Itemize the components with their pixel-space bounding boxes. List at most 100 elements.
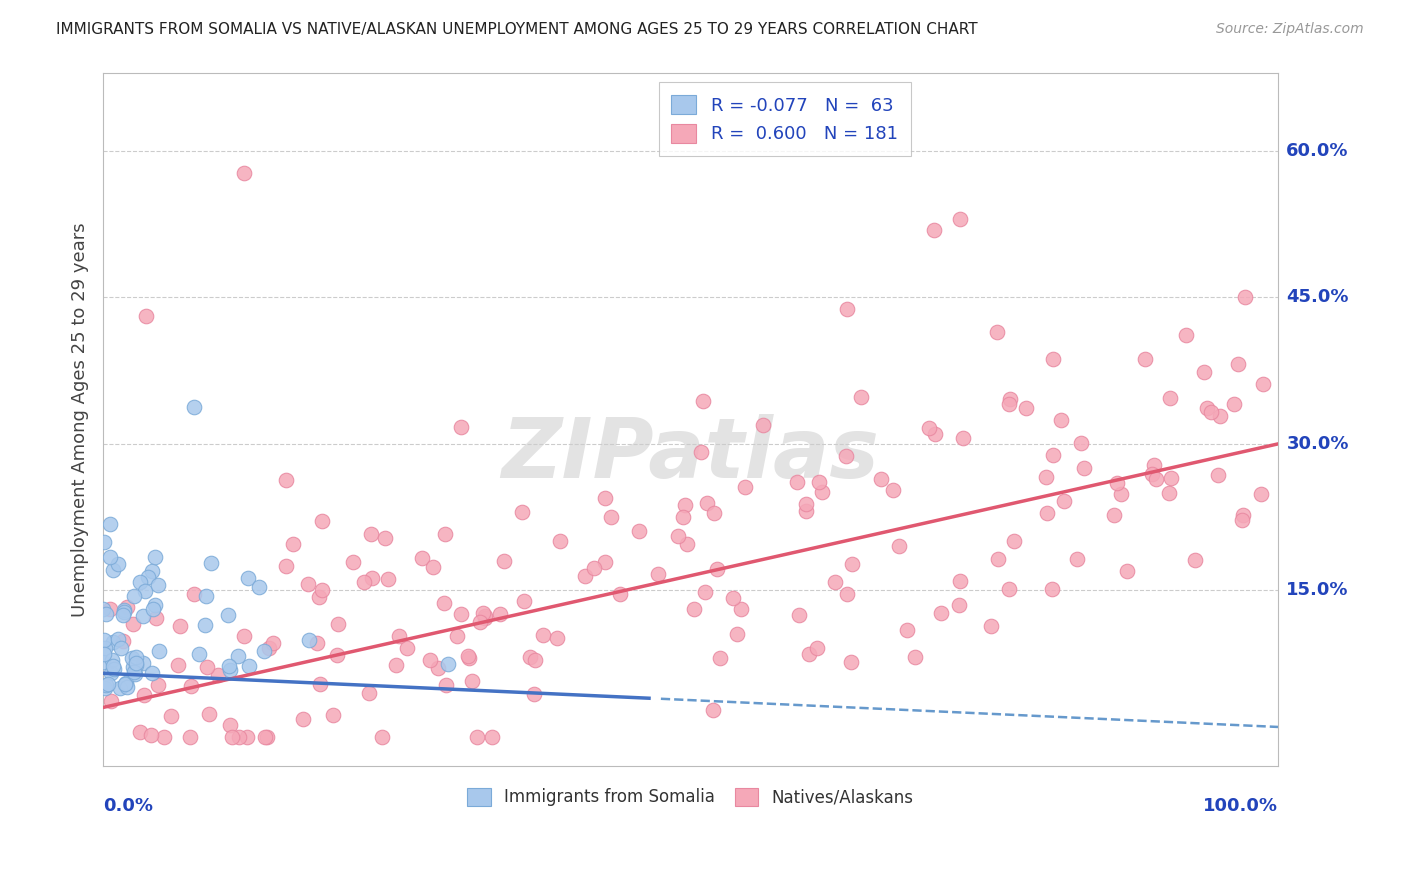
Point	[232, 629, 254, 643]
Point	[422, 560, 444, 574]
Point	[949, 574, 972, 588]
Point	[721, 591, 744, 606]
Point	[702, 703, 724, 717]
Point	[474, 611, 496, 625]
Point	[1140, 467, 1163, 481]
Point	[91, 601, 114, 615]
Point	[198, 706, 221, 721]
Point	[93, 647, 115, 661]
Point	[93, 633, 115, 648]
Point	[1251, 376, 1274, 391]
Point	[1232, 508, 1254, 523]
Point	[582, 561, 605, 575]
Point	[146, 577, 169, 591]
Point	[1160, 471, 1182, 485]
Point	[107, 632, 129, 646]
Point	[510, 505, 533, 519]
Point	[253, 643, 276, 657]
Point	[219, 718, 242, 732]
Point	[218, 663, 240, 677]
Point	[125, 656, 148, 670]
Point	[1035, 470, 1057, 484]
Point	[101, 653, 124, 667]
Point	[794, 497, 817, 511]
Point	[627, 524, 650, 538]
Point	[194, 618, 217, 632]
Legend: Immigrants from Somalia, Natives/Alaskans: Immigrants from Somalia, Natives/Alaskan…	[461, 781, 921, 814]
Point	[124, 665, 146, 679]
Point	[709, 651, 731, 665]
Point	[839, 655, 862, 669]
Point	[112, 605, 135, 619]
Point	[1199, 404, 1222, 418]
Point	[474, 608, 496, 623]
Point	[693, 585, 716, 599]
Point	[257, 640, 280, 655]
Point	[519, 649, 541, 664]
Point	[308, 590, 330, 604]
Point	[188, 647, 211, 661]
Point	[676, 537, 699, 551]
Point	[837, 301, 859, 316]
Point	[574, 569, 596, 583]
Point	[706, 561, 728, 575]
Point	[195, 589, 218, 603]
Point	[132, 609, 155, 624]
Point	[359, 685, 381, 699]
Point	[787, 607, 810, 622]
Point	[796, 504, 818, 518]
Point	[322, 708, 344, 723]
Point	[1109, 487, 1132, 501]
Point	[426, 661, 449, 675]
Point	[465, 730, 488, 744]
Point	[457, 648, 479, 663]
Point	[841, 557, 863, 571]
Point	[904, 649, 927, 664]
Point	[94, 607, 117, 621]
Point	[647, 566, 669, 581]
Point	[132, 657, 155, 671]
Point	[311, 583, 333, 598]
Point	[696, 496, 718, 510]
Point	[849, 391, 872, 405]
Point	[1053, 494, 1076, 508]
Text: 30.0%: 30.0%	[1286, 435, 1348, 453]
Point	[1135, 352, 1157, 367]
Point	[808, 475, 831, 489]
Point	[1233, 290, 1256, 304]
Point	[896, 623, 918, 637]
Point	[672, 509, 695, 524]
Point	[524, 652, 547, 666]
Point	[377, 573, 399, 587]
Point	[1195, 401, 1218, 415]
Point	[183, 400, 205, 414]
Point	[522, 687, 544, 701]
Point	[385, 658, 408, 673]
Point	[145, 611, 167, 625]
Point	[91, 655, 114, 669]
Point	[1192, 365, 1215, 379]
Point	[689, 444, 711, 458]
Text: Source: ZipAtlas.com: Source: ZipAtlas.com	[1216, 22, 1364, 37]
Point	[419, 653, 441, 667]
Point	[93, 681, 115, 695]
Point	[207, 668, 229, 682]
Point	[411, 550, 433, 565]
Point	[811, 485, 834, 500]
Point	[513, 594, 536, 608]
Point	[94, 641, 117, 656]
Point	[1232, 513, 1254, 527]
Text: IMMIGRANTS FROM SOMALIA VS NATIVE/ALASKAN UNEMPLOYMENT AMONG AGES 25 TO 29 YEARS: IMMIGRANTS FROM SOMALIA VS NATIVE/ALASKA…	[56, 22, 977, 37]
Point	[114, 676, 136, 690]
Point	[262, 636, 284, 650]
Point	[142, 602, 165, 616]
Point	[371, 730, 394, 744]
Point	[889, 540, 911, 554]
Point	[100, 694, 122, 708]
Point	[481, 730, 503, 744]
Point	[124, 666, 146, 681]
Point	[141, 665, 163, 680]
Text: 100.0%: 100.0%	[1204, 797, 1278, 814]
Point	[471, 606, 494, 620]
Point	[1226, 358, 1249, 372]
